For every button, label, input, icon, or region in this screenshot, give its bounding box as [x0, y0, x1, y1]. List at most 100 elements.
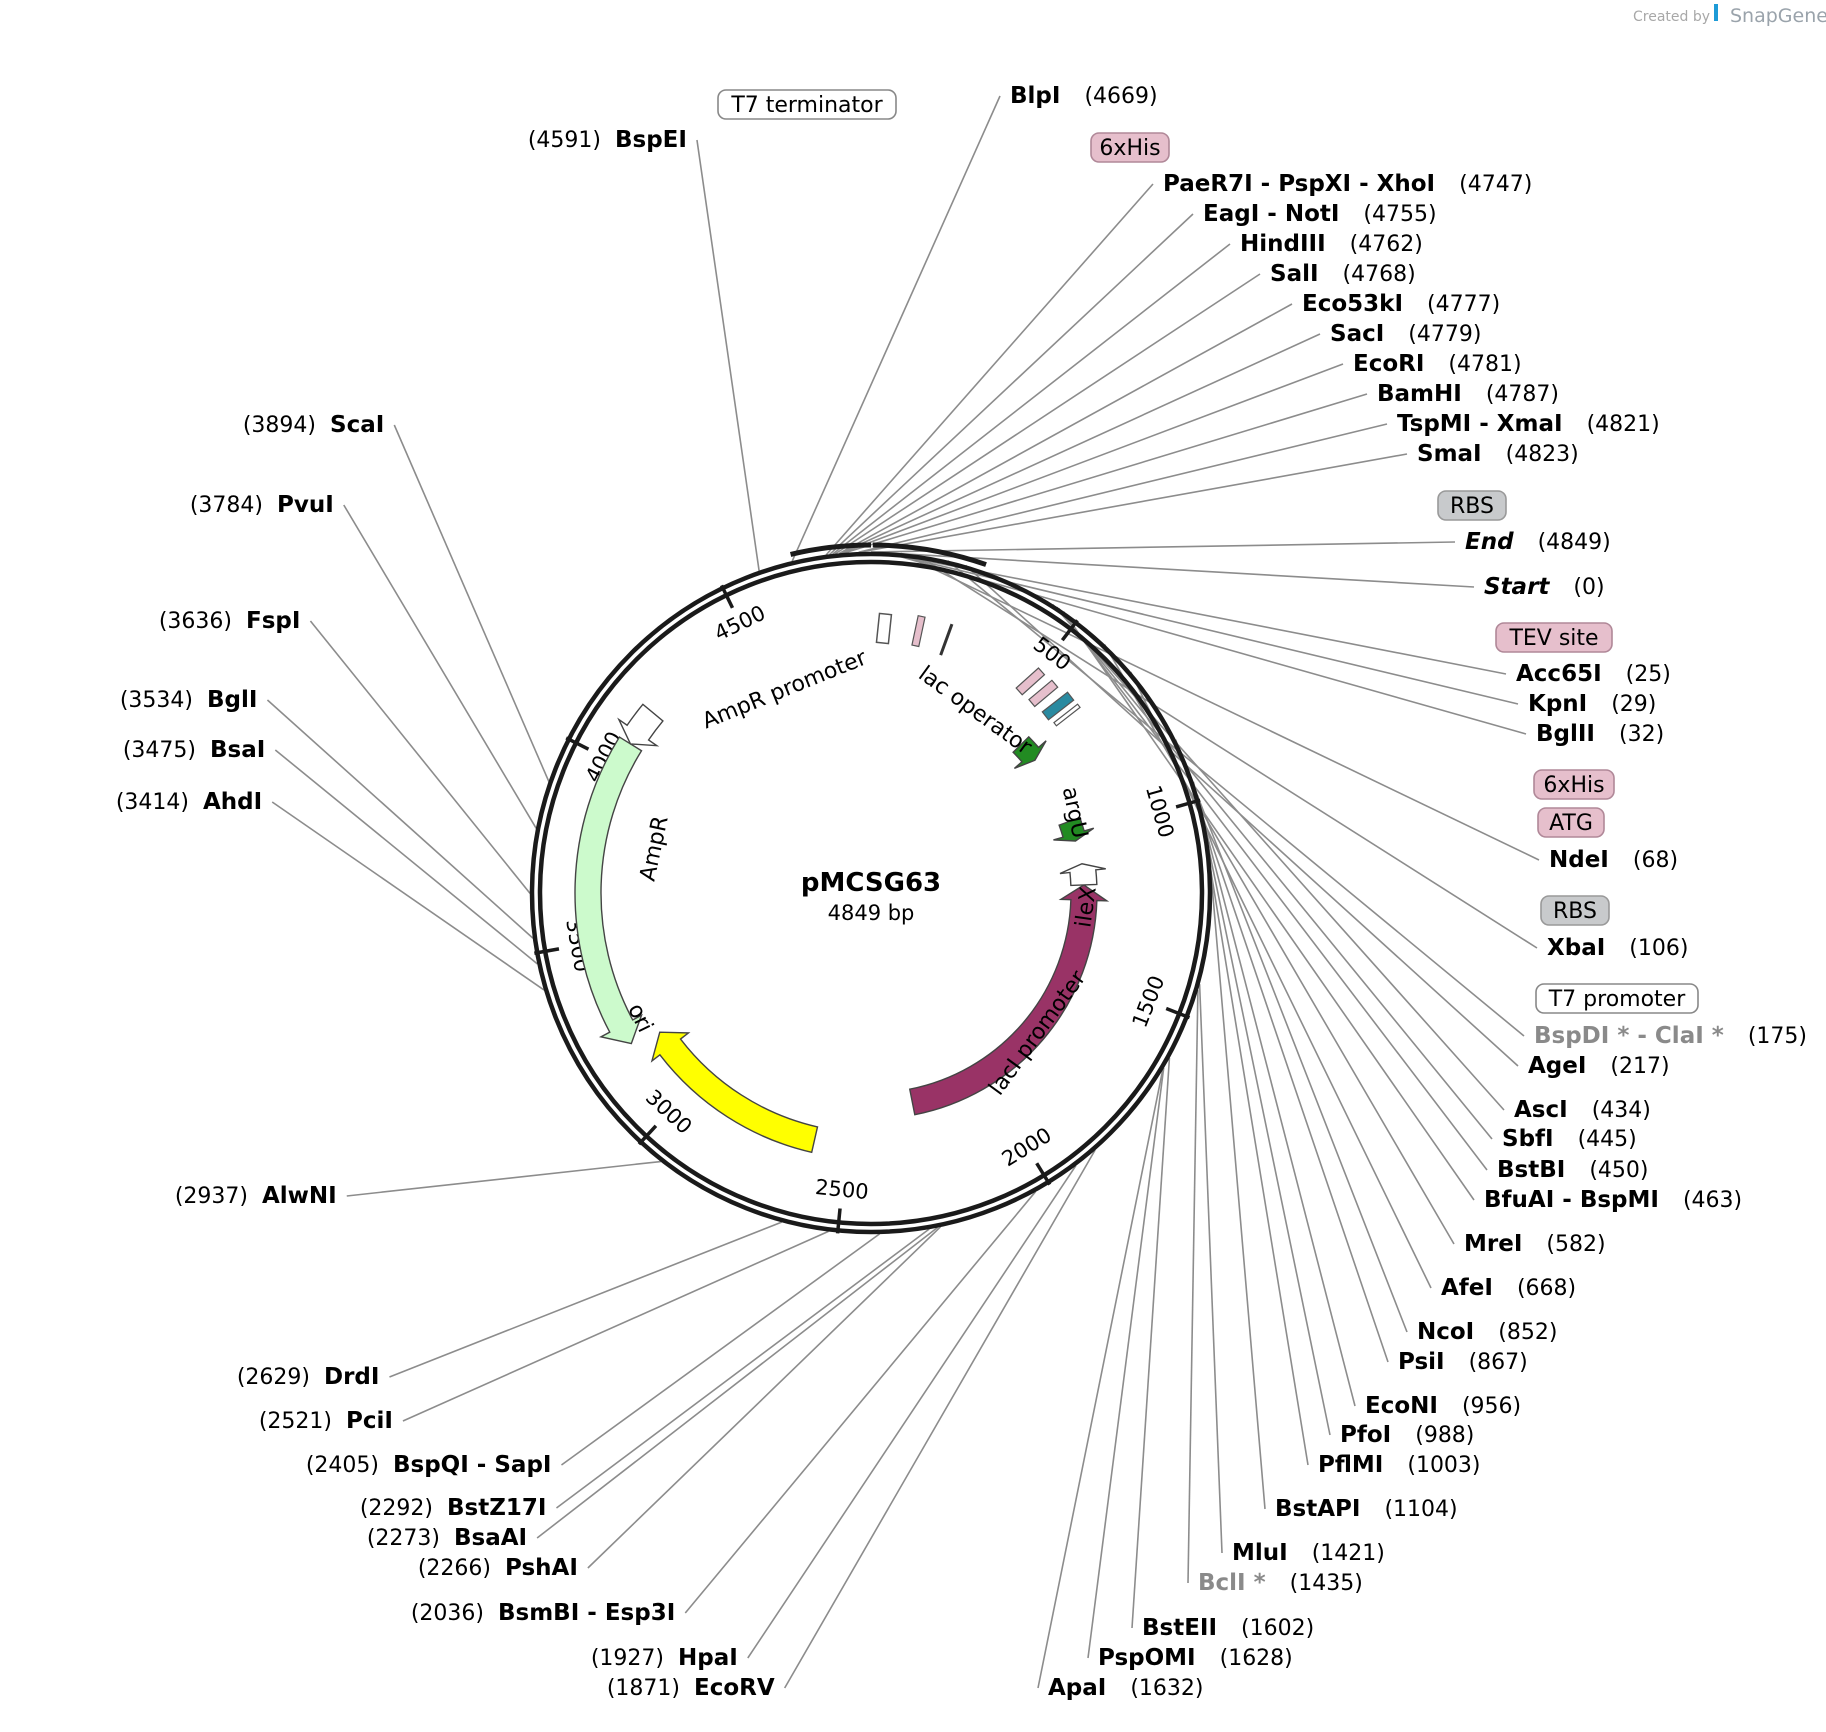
site-position: (2036)	[411, 1601, 484, 1626]
site-position: (2405)	[306, 1453, 379, 1478]
restriction-site: ScaI (3894)	[243, 412, 384, 438]
6xhis-nterm-mark	[1028, 679, 1059, 708]
site-leader-line	[1103, 644, 1455, 1245]
site-leader-line	[536, 1226, 939, 1539]
callout-tev-site: TEV site	[1495, 622, 1613, 653]
restriction-site: EagI - NotI (4755)	[1203, 201, 1437, 227]
site-position: (4669)	[1084, 84, 1157, 109]
laci-label: lacI	[987, 1092, 1033, 1134]
restriction-site: AgeI (217)	[1528, 1053, 1670, 1079]
site-position: (3784)	[190, 493, 263, 518]
site-name: PflMI	[1318, 1452, 1383, 1478]
site-name: BsmBI - Esp3I	[498, 1600, 675, 1626]
site-name: XbaI	[1547, 935, 1605, 961]
site-position: (463)	[1683, 1188, 1742, 1213]
site-position: (3894)	[243, 413, 316, 438]
argu-arrow	[1012, 735, 1047, 770]
site-position: (4768)	[1343, 262, 1416, 287]
site-leader-line	[1062, 611, 1475, 1201]
site-name: SacI	[1330, 321, 1384, 347]
site-position: (450)	[1589, 1158, 1648, 1183]
site-name: SmaI	[1417, 441, 1482, 467]
site-position: (4821)	[1587, 412, 1660, 437]
site-position: (68)	[1633, 848, 1678, 873]
site-position: (445)	[1578, 1127, 1637, 1152]
rbs-mark	[939, 623, 954, 656]
site-name: BstAPI	[1275, 1496, 1360, 1522]
restriction-site: BspQI - SapI (2405)	[306, 1452, 552, 1478]
site-name: BsaAI	[454, 1525, 527, 1551]
site-leader-line	[1052, 603, 1505, 1111]
site-position: (32)	[1619, 722, 1664, 747]
site-name: BglII	[1536, 721, 1595, 747]
callout-rbs-top: RBS	[1437, 490, 1507, 521]
site-leader-line	[1196, 795, 1331, 1436]
ampr-promoter-arrow	[617, 703, 664, 747]
site-name: BglI	[207, 687, 257, 713]
restriction-site: AlwNI (2937)	[175, 1183, 337, 1209]
restriction-site: BspEI (4591)	[528, 127, 687, 153]
callout-t7-promoter: T7 promoter	[1535, 983, 1699, 1014]
site-name: EcoRI	[1353, 351, 1424, 377]
site-name: BclI *	[1198, 1570, 1266, 1596]
site-leader-line	[843, 393, 1368, 554]
site-leader-line	[402, 1230, 829, 1422]
site-leader-line	[309, 620, 531, 894]
restriction-site: PshAI (2266)	[418, 1555, 578, 1581]
site-name: BsaI	[210, 737, 265, 763]
restriction-site: NcoI (852)	[1417, 1319, 1557, 1345]
ampr-label: AmpR	[636, 814, 674, 883]
restriction-site: XbaI (106)	[1547, 935, 1688, 961]
site-leader-line	[870, 541, 1456, 553]
6xhis-mark	[911, 614, 926, 648]
ruler-tick	[1035, 1162, 1052, 1186]
site-leader-line	[393, 424, 550, 782]
site-position: (4755)	[1363, 202, 1436, 227]
site-name: FspI	[246, 608, 300, 634]
site-name: BamHI	[1377, 381, 1462, 407]
ampr-promoter-label: AmpR promoter	[699, 645, 871, 734]
site-leader-line	[346, 1160, 661, 1197]
site-name: MreI	[1464, 1231, 1522, 1257]
site-name: AfeI	[1441, 1275, 1493, 1301]
site-leader-line	[560, 1233, 881, 1466]
site-leader-line	[1207, 845, 1266, 1510]
site-name: PfoI	[1340, 1422, 1391, 1448]
site-position: (1632)	[1130, 1676, 1203, 1701]
site-position: (582)	[1546, 1232, 1605, 1257]
site-position: (4849)	[1538, 530, 1611, 555]
restriction-site: PspOMI (1628)	[1098, 1645, 1293, 1671]
ilex-arrow	[1053, 816, 1095, 842]
site-leader-line	[696, 139, 760, 571]
callout-6xhis-2-label: 6xHis	[1543, 773, 1604, 798]
watermark: Created by SnapGene	[1633, 4, 1826, 27]
site-name: PsiI	[1398, 1349, 1445, 1375]
ruler-tick	[719, 584, 735, 609]
restriction-site: HpaI (1927)	[591, 1645, 738, 1671]
site-name: DrdI	[324, 1364, 379, 1390]
site-position: (4762)	[1350, 232, 1423, 257]
ampr-arrow	[574, 736, 643, 1045]
callout-6xhis-2: 6xHis	[1533, 769, 1615, 800]
restriction-site: EcoRV (1871)	[607, 1675, 775, 1701]
feature-callouts: T7 terminator 6xHis RBS TEV site 6xHis A…	[717, 89, 1699, 1014]
site-name: PciI	[346, 1408, 393, 1434]
site-leader-line	[1056, 606, 1493, 1140]
callout-rbs-top-label: RBS	[1450, 494, 1494, 519]
site-leader-line	[900, 552, 1540, 861]
callout-rbs-bottom: RBS	[1540, 895, 1610, 926]
callout-6xhis: 6xHis	[1090, 132, 1170, 163]
site-name: ScaI	[330, 412, 384, 438]
lac-operator-label: lac operator	[914, 661, 1037, 760]
site-leader-line	[825, 183, 1154, 556]
restriction-site: BsaAI (2273)	[367, 1525, 527, 1551]
site-name: PshAI	[505, 1555, 578, 1581]
site-name: HindIII	[1240, 231, 1326, 257]
site-leader-line	[555, 1228, 930, 1509]
site-leader-line	[840, 363, 1344, 555]
site-name: PvuI	[277, 492, 334, 518]
site-name: BstEII	[1142, 1615, 1217, 1641]
restriction-site: BstAPI (1104)	[1275, 1496, 1458, 1522]
t7-promoter-mark	[1053, 703, 1081, 727]
lac-operator-mark	[1041, 691, 1075, 721]
